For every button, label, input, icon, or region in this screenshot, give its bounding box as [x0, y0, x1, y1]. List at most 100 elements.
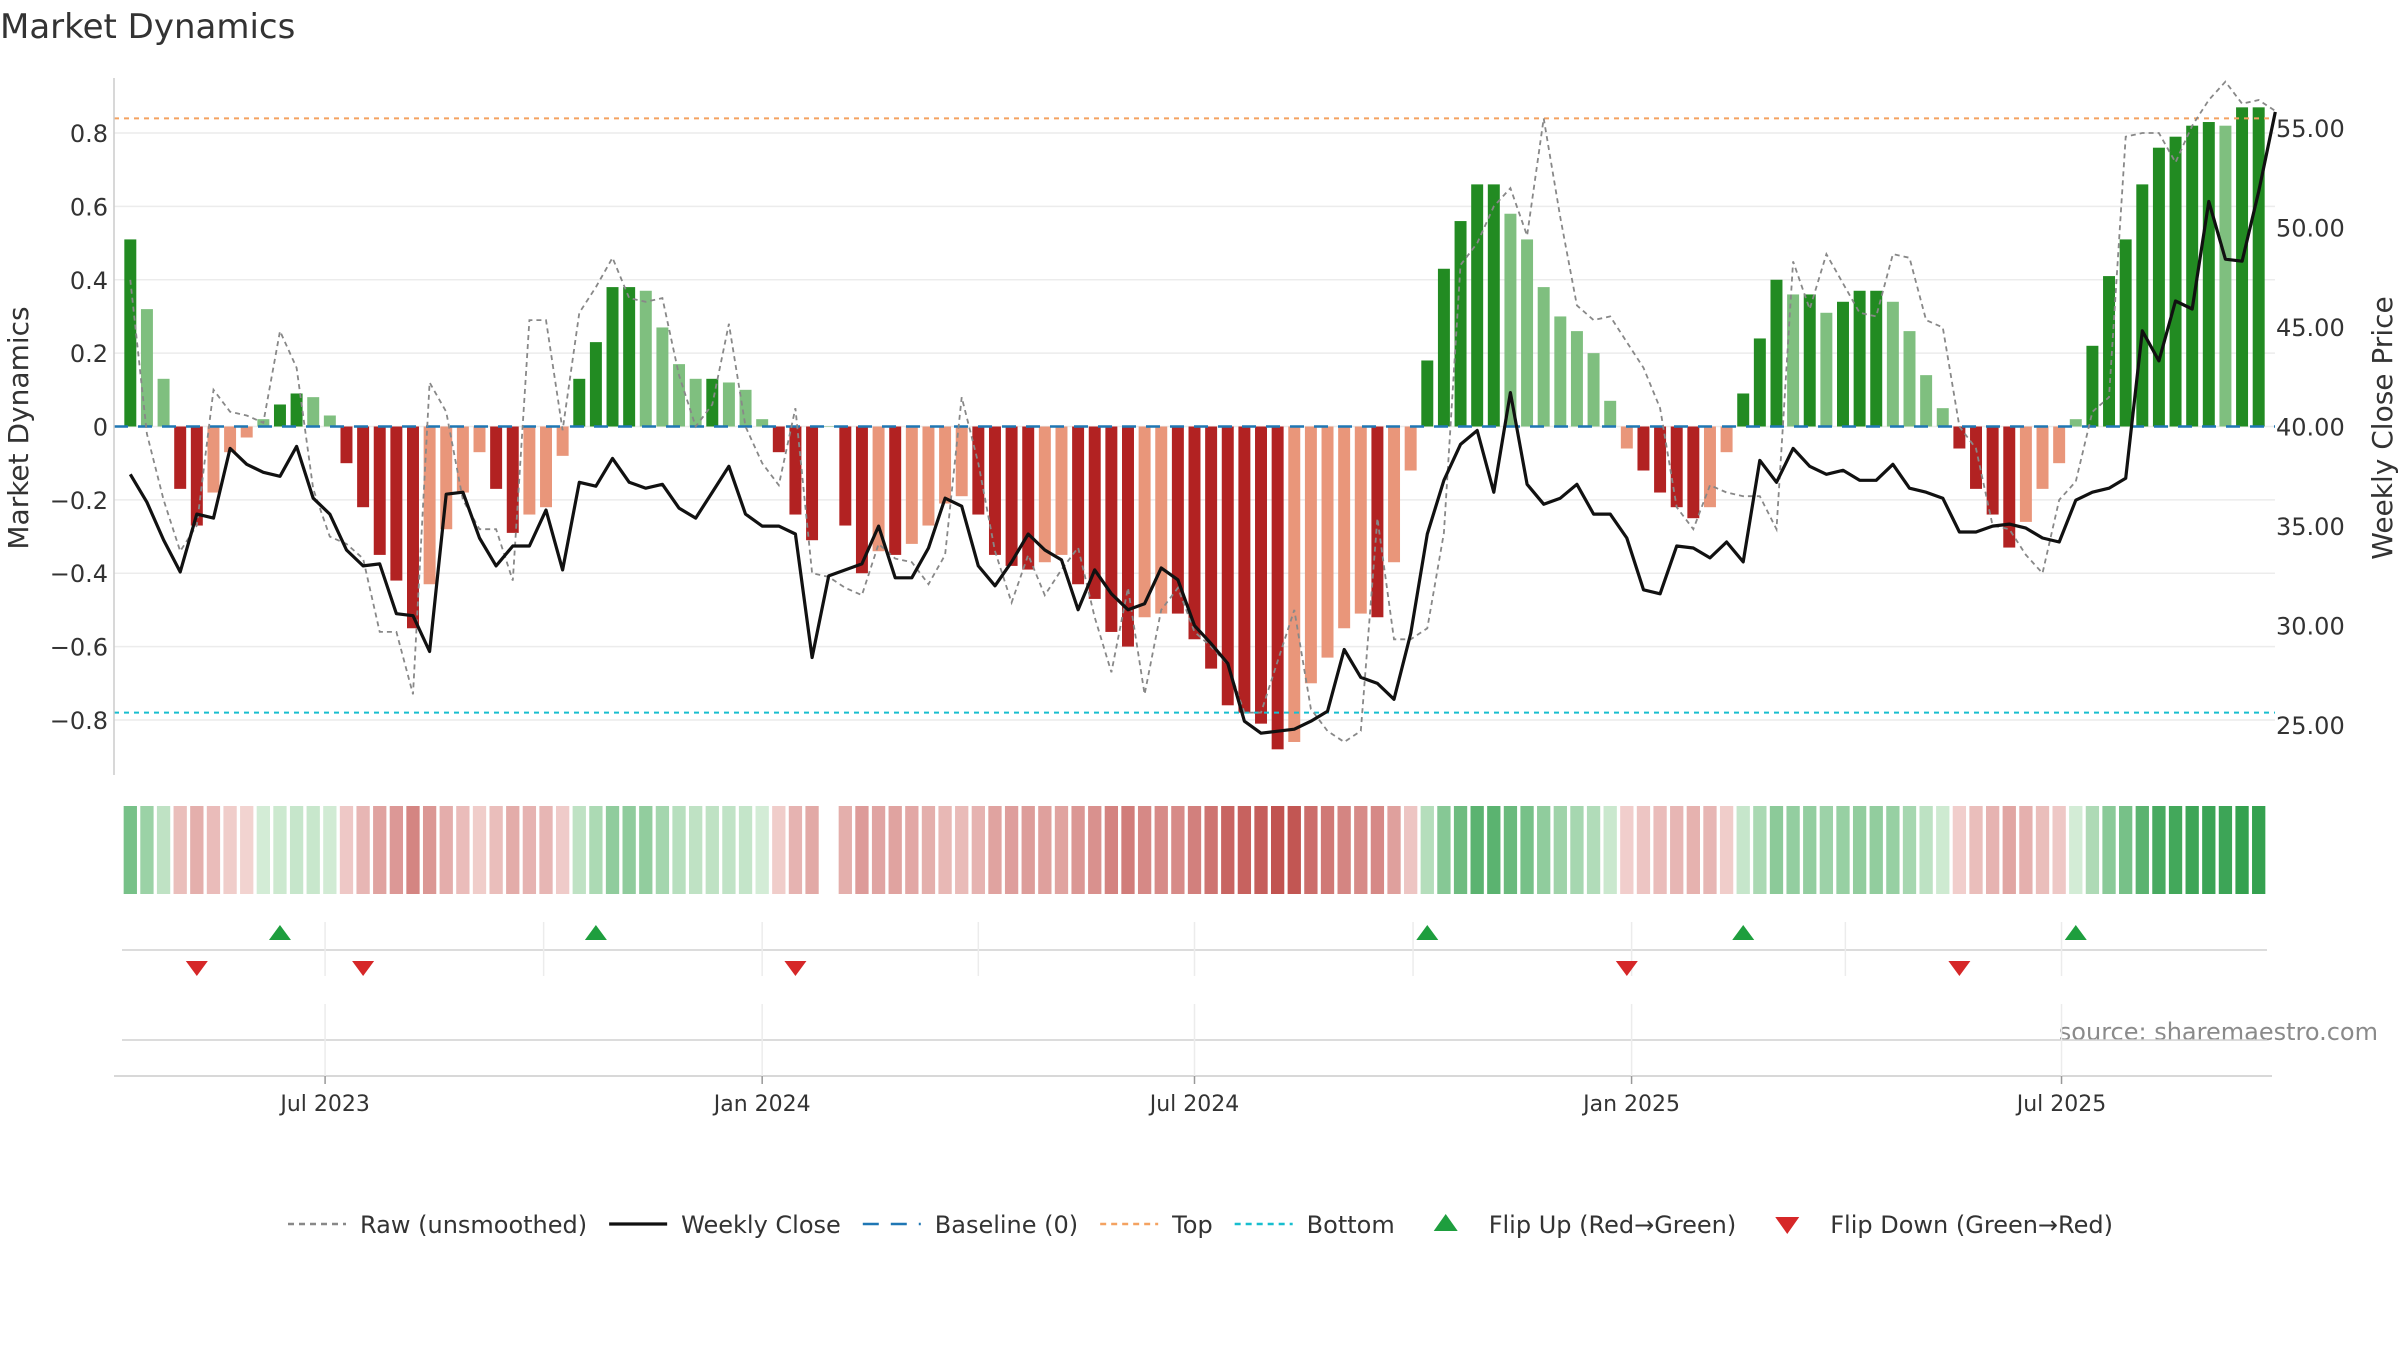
dynamics-bar [589, 342, 602, 427]
heat-strip-cell [805, 806, 819, 894]
dynamics-bar [1338, 426, 1351, 629]
dynamics-bar [1986, 426, 1999, 515]
dynamics-bar [1637, 426, 1650, 471]
left-tick-label: 0 [93, 414, 108, 442]
dynamics-bar [806, 426, 819, 541]
dynamics-bar [1421, 360, 1434, 427]
raw-unsmoothed-line [129, 80, 2276, 744]
heat-strip-cell [639, 806, 653, 894]
chart-title: Market Dynamics [0, 7, 295, 47]
flip-down-marker [784, 961, 807, 976]
heat-strip-cell [2218, 806, 2233, 894]
heat-strip-cell [1287, 806, 1301, 894]
heat-strip-cell [2052, 806, 2066, 894]
legend-label: Bottom [1307, 1211, 1395, 1239]
heat-strip-cell [1520, 806, 1534, 894]
dynamics-bar [1404, 426, 1417, 471]
legend-item: Flip Up (Red→Green) [1433, 1211, 1736, 1239]
x-tick-label: Jul 2025 [2015, 1092, 2107, 1117]
heat-strip-cell [1304, 806, 1318, 894]
flip-down-marker [1948, 961, 1971, 976]
dynamics-bar [1205, 426, 1218, 669]
dynamics-bar [2003, 426, 2016, 548]
heat-strip-cell [456, 806, 470, 894]
heat-strip-cell [1686, 806, 1700, 894]
right-tick-label: 35.00 [2276, 513, 2345, 541]
dynamics-bar [1304, 426, 1317, 684]
dynamics-bar [1720, 426, 1733, 453]
heat-strip-cell [705, 806, 719, 894]
legend-item: Flip Down (Green→Red) [1775, 1211, 2113, 1239]
legend-label: Baseline (0) [935, 1211, 1078, 1239]
dynamics-bar [440, 426, 453, 530]
dynamics-bar [1837, 301, 1849, 427]
left-tick-label: −0.2 [50, 487, 108, 515]
heat-strip-cell [1187, 806, 1202, 894]
flip-up-marker [2064, 925, 2087, 940]
dynamics-bar [357, 426, 370, 508]
heat-strip-cell [422, 806, 437, 894]
heat-strip-cell [1603, 806, 1617, 894]
heat-strip-cell [289, 806, 304, 894]
heat-strip-cell [1969, 806, 1983, 894]
dynamics-bar [1038, 426, 1051, 563]
dynamics-bar [689, 378, 702, 427]
dynamics-bar [290, 393, 303, 427]
dynamics-bar [373, 426, 386, 555]
dynamics-bar [1753, 338, 1766, 427]
heat-strip-cell [1869, 806, 1883, 894]
left-tick-label: −0.6 [50, 634, 108, 662]
right-tick-label: 50.00 [2276, 214, 2345, 242]
dynamics-bar [1687, 426, 1700, 519]
heat-strip-cell [1470, 806, 1484, 894]
heat-strip-cell [988, 806, 1002, 894]
dynamics-bar [1570, 331, 1583, 427]
dynamics-bar [1354, 426, 1367, 614]
dynamics-bar [2086, 345, 2099, 427]
heat-strip-cell [1171, 806, 1185, 894]
dynamics-bar [905, 426, 918, 544]
heat-strip-cell [1819, 806, 1834, 894]
heat-strip-cell [772, 806, 786, 894]
heat-strip-cell [206, 806, 221, 894]
heat-strip-cell [389, 806, 404, 894]
heat-strip-cell [1021, 806, 1035, 894]
flip-down-marker [185, 961, 208, 976]
heat-strip-cell [140, 806, 154, 894]
dynamics-bar [1155, 426, 1168, 614]
flip-markers-panel [122, 922, 2267, 976]
dynamics-bar [1454, 221, 1467, 427]
dynamics-bar [390, 426, 403, 581]
left-tick-label: −0.8 [50, 707, 108, 735]
dynamics-bar [1055, 426, 1068, 555]
flip-up-marker [584, 925, 607, 940]
left-tick-label: 0.8 [70, 120, 108, 148]
heat-strip-cell [1354, 806, 1368, 894]
dynamics-bar [1504, 213, 1517, 427]
heat-strip-cell [655, 806, 670, 894]
dynamics-bar [456, 426, 469, 493]
dynamics-bar [606, 287, 619, 427]
heat-strip-cell [1553, 806, 1567, 894]
dynamics-bar [739, 389, 752, 427]
legend-swatch [1433, 1214, 1458, 1231]
heat-strip-cell [1487, 806, 1501, 894]
dynamics-bar [540, 426, 552, 508]
dynamics-bar [1820, 312, 1833, 427]
x-tick-label: Jan 2025 [1581, 1092, 1680, 1117]
heat-strip-cell [555, 806, 570, 894]
left-tick-label: 0.4 [70, 267, 108, 295]
price-and-raw-lines [128, 80, 2277, 744]
legend-item: Raw (unsmoothed) [288, 1211, 587, 1239]
right-tick-label: 45.00 [2276, 314, 2345, 342]
dynamics-bar [988, 426, 1001, 555]
dynamics-bar [673, 364, 686, 427]
heat-strip-cell [1137, 806, 1152, 894]
left-tick-label: 0.6 [70, 193, 108, 221]
axes: 0.8 0.6 0.4 0.2 0 −0.2 −0.4 −0.6 −0.8 55.00 50.00 4… [50, 78, 2345, 775]
flip-down-marker [1615, 961, 1638, 976]
heat-strip-cell [506, 806, 520, 894]
dynamics-bar [972, 426, 985, 515]
